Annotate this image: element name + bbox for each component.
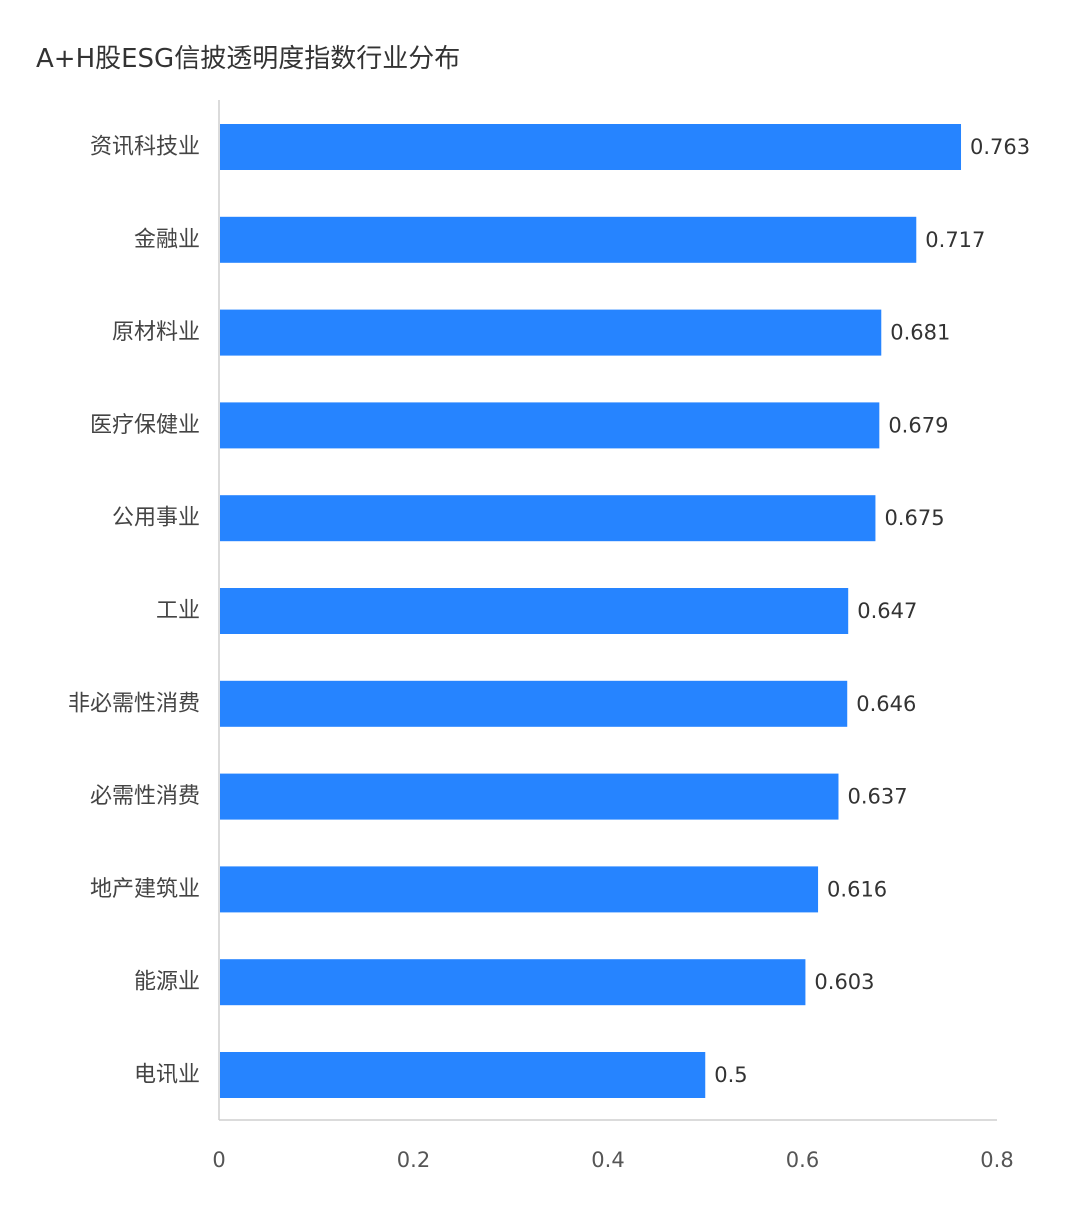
bar bbox=[220, 216, 917, 263]
bar bbox=[220, 773, 839, 820]
value-label: 0.675 bbox=[884, 506, 944, 530]
x-tick-label: 0 bbox=[212, 1148, 225, 1172]
value-label: 0.646 bbox=[856, 692, 916, 716]
category-label: 金融业 bbox=[134, 227, 200, 252]
category-label: 公用事业 bbox=[112, 506, 200, 531]
value-label: 0.637 bbox=[847, 785, 907, 809]
bar bbox=[220, 309, 882, 356]
bar bbox=[220, 495, 876, 542]
category-label: 工业 bbox=[156, 599, 200, 624]
bar bbox=[220, 680, 848, 727]
category-label: 原材料业 bbox=[112, 320, 200, 345]
x-tick-label: 0.8 bbox=[980, 1148, 1013, 1172]
value-label: 0.5 bbox=[714, 1063, 747, 1087]
category-label: 地产建筑业 bbox=[90, 877, 200, 902]
x-tick-label: 0.6 bbox=[786, 1148, 819, 1172]
category-label: 医疗保健业 bbox=[90, 413, 200, 438]
value-label: 0.681 bbox=[890, 321, 950, 345]
bar bbox=[220, 588, 849, 634]
category-label: 电讯业 bbox=[134, 1063, 200, 1088]
bar bbox=[220, 959, 806, 1006]
value-label: 0.616 bbox=[827, 877, 887, 901]
category-label: 能源业 bbox=[134, 970, 200, 995]
bar bbox=[220, 866, 819, 913]
x-tick-label: 0.2 bbox=[397, 1148, 430, 1172]
bar bbox=[220, 1052, 706, 1098]
value-label: 0.679 bbox=[888, 413, 948, 437]
category-label: 非必需性消费 bbox=[68, 691, 200, 716]
bar bbox=[220, 402, 880, 449]
value-label: 0.717 bbox=[925, 228, 985, 252]
bars-group: 资讯科技业 0.763 金融业 0.717 原材料业 0.681 医疗保健业 0.679 公用事… bbox=[68, 124, 1030, 1098]
value-label: 0.763 bbox=[970, 135, 1030, 159]
value-label: 0.603 bbox=[814, 970, 874, 994]
bar bbox=[220, 124, 962, 170]
category-label: 必需性消费 bbox=[90, 784, 200, 809]
category-label: 资讯科技业 bbox=[90, 135, 200, 160]
x-tick-label: 0.4 bbox=[591, 1148, 624, 1172]
x-ticks-group: 0 0.2 0.4 0.6 0.8 bbox=[212, 1148, 1013, 1172]
value-label: 0.647 bbox=[857, 599, 917, 623]
chart-title: A+H股ESG信披透明度指数行业分布 bbox=[36, 44, 461, 74]
